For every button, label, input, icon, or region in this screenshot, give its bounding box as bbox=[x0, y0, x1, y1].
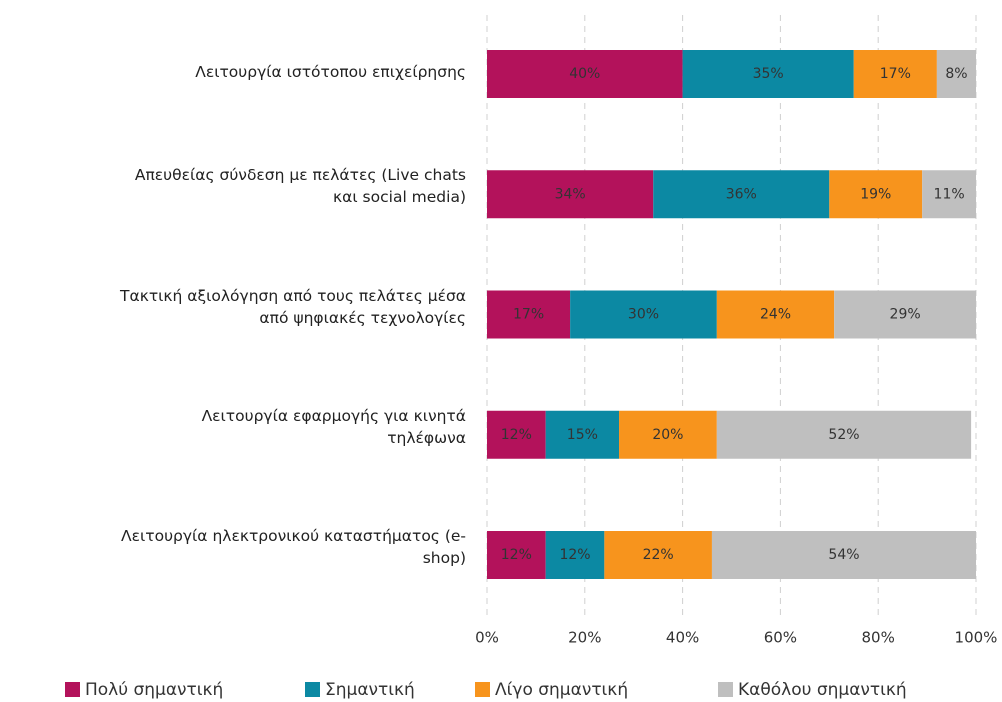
bar-segment bbox=[487, 290, 571, 339]
value-label: 15% bbox=[567, 427, 598, 443]
category-label: Λειτουργία εφαρμογής για κινητά τηλέφωνα bbox=[201, 406, 466, 447]
bar-segment bbox=[545, 531, 605, 579]
bar-segment bbox=[716, 410, 972, 459]
x-tick-label: 0% bbox=[475, 629, 499, 647]
bar-segment bbox=[682, 50, 854, 98]
bar-segment bbox=[711, 531, 976, 579]
value-label: 12% bbox=[559, 547, 590, 563]
bar-segment bbox=[653, 170, 830, 219]
value-label: 19% bbox=[860, 186, 891, 202]
value-label: 35% bbox=[753, 66, 784, 82]
bar-segment bbox=[545, 410, 620, 459]
x-tick-label: 60% bbox=[764, 629, 797, 647]
value-label: 34% bbox=[555, 186, 586, 202]
bar-segment bbox=[829, 170, 923, 219]
bar-segment bbox=[604, 531, 712, 579]
value-label: 12% bbox=[501, 547, 532, 563]
bar-segment bbox=[487, 170, 654, 219]
value-label: 24% bbox=[760, 307, 791, 323]
legend-swatch bbox=[718, 682, 733, 697]
legend-label: Λίγο σημαντική bbox=[495, 680, 628, 700]
bar-segment bbox=[487, 531, 546, 579]
value-label: 29% bbox=[890, 307, 921, 323]
value-label: 30% bbox=[628, 307, 659, 323]
bar-segment bbox=[487, 410, 546, 459]
value-label: 17% bbox=[513, 307, 544, 323]
category-label: Λειτουργία ιστότοπου επιχείρησης bbox=[195, 63, 466, 81]
legend-swatch bbox=[65, 682, 80, 697]
category-label: Λειτουργία ηλεκτρονικού καταστήματος (e-… bbox=[121, 527, 466, 567]
value-label: 17% bbox=[880, 66, 911, 82]
x-tick-label: 20% bbox=[568, 629, 601, 647]
bar-segment bbox=[834, 290, 976, 339]
category-label: Τακτική αξιολόγηση από τους πελάτες μέσα… bbox=[120, 286, 466, 327]
bar-segment bbox=[922, 170, 976, 219]
bar-segment bbox=[570, 290, 717, 339]
value-label: 8% bbox=[945, 66, 967, 82]
bar-segment bbox=[487, 50, 683, 98]
value-label: 52% bbox=[828, 427, 859, 443]
legend-swatch bbox=[305, 682, 320, 697]
x-tick-label: 80% bbox=[862, 629, 895, 647]
legend-label: Σημαντική bbox=[325, 680, 415, 700]
value-label: 22% bbox=[643, 547, 674, 563]
x-tick-label: 100% bbox=[955, 629, 998, 647]
bar-segment bbox=[716, 290, 835, 339]
value-label: 20% bbox=[652, 427, 683, 443]
x-tick-label: 40% bbox=[666, 629, 699, 647]
value-label: 40% bbox=[569, 66, 600, 82]
legend-label: Καθόλου σημαντική bbox=[738, 680, 907, 700]
legend-swatch bbox=[475, 682, 490, 697]
value-label: 36% bbox=[726, 186, 757, 202]
category-label: Απευθείας σύνδεση με πελάτες (Live chats… bbox=[134, 166, 466, 207]
bar-segment bbox=[853, 50, 937, 98]
value-label: 12% bbox=[501, 427, 532, 443]
legend-label: Πολύ σημαντική bbox=[85, 680, 223, 700]
bar-segment bbox=[936, 50, 976, 98]
value-label: 54% bbox=[828, 547, 859, 563]
bar-segment bbox=[619, 410, 717, 459]
value-label: 11% bbox=[934, 186, 965, 202]
